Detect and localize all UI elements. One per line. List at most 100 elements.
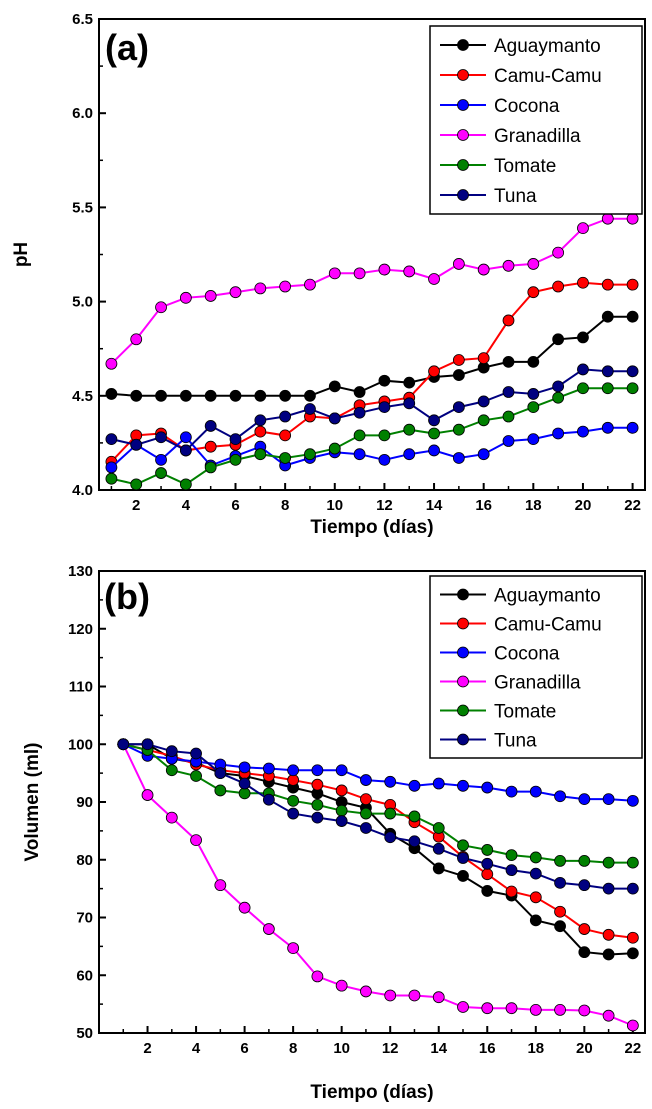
x-tick-label: 14	[426, 497, 443, 514]
data-point	[328, 442, 341, 455]
data-point	[190, 770, 202, 782]
y-tick-label: 80	[76, 852, 93, 869]
data-point	[155, 301, 167, 314]
data-point	[432, 777, 445, 790]
data-point	[432, 842, 445, 855]
data-point	[578, 855, 591, 867]
data-point	[179, 389, 192, 402]
legend-entry: Tomate	[494, 702, 556, 723]
data-point	[502, 314, 515, 327]
data-point	[452, 258, 465, 270]
data-point	[554, 790, 566, 803]
data-point	[602, 928, 615, 941]
data-point	[304, 389, 316, 402]
legend-entry: Aguaymanto	[494, 36, 601, 57]
y-tick-label: 90	[76, 794, 93, 811]
x-tick-label: 8	[281, 497, 289, 514]
data-point	[304, 278, 316, 291]
data-point	[578, 879, 591, 892]
data-point	[577, 425, 589, 438]
data-point	[105, 461, 118, 474]
data-point	[626, 382, 639, 395]
series-line	[122, 743, 634, 1027]
data-point	[262, 923, 275, 935]
x-tick-label: 12	[376, 497, 393, 514]
data-point	[311, 778, 324, 791]
x-tick-label: 12	[382, 1040, 399, 1057]
data-point	[403, 423, 416, 436]
data-point	[529, 851, 542, 864]
legend-box	[429, 25, 643, 215]
data-point	[432, 822, 445, 834]
data-point	[601, 421, 614, 434]
data-point	[238, 761, 251, 774]
x-axis-title: Tiempo (días)	[310, 517, 433, 538]
data-point	[428, 365, 440, 378]
data-point	[105, 388, 118, 400]
data-point	[452, 401, 465, 414]
series-line	[110, 281, 633, 463]
data-point	[328, 267, 341, 280]
data-point	[105, 357, 118, 370]
legend-swatch-marker	[457, 159, 469, 171]
data-point	[554, 876, 566, 889]
data-point	[428, 273, 440, 285]
data-point	[311, 970, 324, 983]
data-point	[529, 891, 542, 904]
data-point	[165, 764, 178, 777]
data-point	[552, 280, 565, 293]
series-line	[110, 426, 633, 469]
x-tick-label: 2	[143, 1040, 151, 1057]
data-point	[204, 440, 217, 453]
data-point	[335, 784, 348, 797]
x-tick-label: 10	[326, 497, 343, 514]
data-point	[527, 355, 540, 368]
data-point	[165, 811, 178, 824]
data-point	[502, 410, 515, 423]
data-point	[457, 779, 469, 792]
data-point	[279, 410, 292, 423]
data-point	[229, 389, 242, 402]
data-point	[626, 365, 639, 378]
data-point	[328, 380, 341, 393]
data-point	[601, 278, 614, 291]
y-tick-label: 6.5	[72, 11, 93, 28]
data-point	[578, 793, 591, 806]
data-point	[238, 787, 251, 800]
data-point	[505, 1002, 518, 1015]
data-point	[432, 862, 445, 875]
data-point	[505, 785, 518, 798]
legend-entry: Camu-Camu	[494, 615, 602, 636]
data-point	[527, 258, 540, 270]
data-point	[452, 452, 465, 464]
legend-swatch-marker	[457, 733, 469, 746]
data-point	[602, 856, 615, 869]
data-point	[408, 810, 421, 823]
data-point	[287, 774, 300, 786]
data-point	[452, 369, 465, 381]
legend-entry: Granadilla	[494, 126, 581, 147]
data-point	[335, 764, 348, 777]
data-point	[279, 389, 292, 402]
data-point	[311, 798, 324, 811]
series-line	[123, 743, 633, 890]
data-point	[577, 331, 589, 344]
data-point	[481, 857, 494, 870]
data-point	[165, 745, 178, 758]
legend-swatch-marker	[457, 129, 469, 141]
series-line	[123, 743, 634, 939]
data-point	[384, 831, 397, 844]
data-point	[408, 779, 421, 792]
data-point	[229, 453, 242, 466]
x-tick-label: 16	[479, 1040, 496, 1057]
data-point	[477, 414, 490, 427]
data-point	[428, 414, 440, 427]
data-point	[481, 868, 494, 881]
data-point	[403, 448, 416, 461]
x-axis-title: Tiempo (días)	[310, 1082, 433, 1103]
data-point	[353, 267, 366, 280]
data-point	[378, 263, 391, 276]
data-point	[287, 942, 300, 955]
data-point	[254, 448, 267, 461]
data-point	[335, 815, 348, 827]
